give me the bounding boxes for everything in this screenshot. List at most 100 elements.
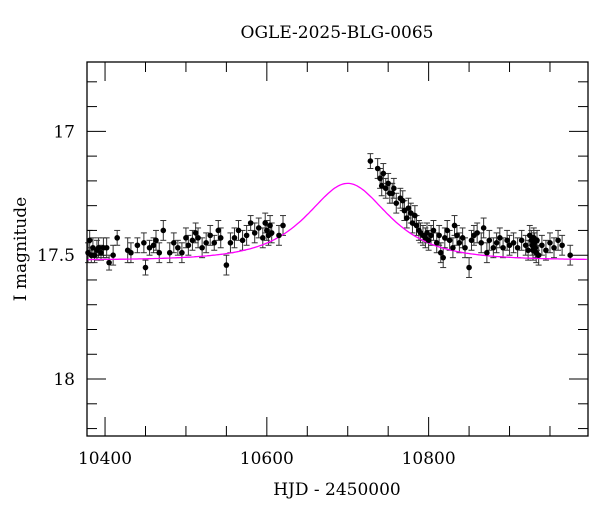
data-point (189, 237, 196, 244)
data-point (98, 249, 104, 256)
data-point (160, 227, 167, 234)
data-point (134, 242, 141, 249)
data-point (459, 235, 466, 241)
data-point (171, 240, 177, 246)
data-point (444, 227, 451, 234)
data-point (532, 244, 539, 251)
data-point (446, 237, 453, 244)
y-tick-labels: 17 17.5 18 (37, 122, 75, 390)
x-tick-label: 10800 (402, 449, 456, 469)
data-point (95, 244, 102, 251)
data-point (393, 200, 400, 206)
data-point (486, 237, 493, 244)
data-point (389, 190, 396, 197)
data-point (526, 232, 533, 239)
data-point (484, 249, 490, 256)
data-point (367, 158, 374, 164)
data-point (405, 205, 412, 211)
chart-title: OGLE-2025-BLG-0065 (241, 23, 434, 43)
y-axis-label: I magnitude (11, 197, 31, 301)
data-point (175, 244, 181, 251)
y-tick-label: 17 (53, 122, 75, 142)
data-point (141, 240, 147, 246)
data-point (408, 210, 414, 216)
data-point (380, 170, 387, 177)
data-point (142, 264, 149, 271)
data-point (268, 230, 275, 236)
data-point (223, 262, 230, 268)
data-point (525, 247, 531, 254)
data-point (215, 227, 222, 234)
data-point (267, 222, 273, 229)
data-point (185, 242, 192, 249)
data-point (382, 185, 389, 192)
data-point (217, 235, 224, 241)
data-point (480, 225, 487, 231)
x-tick-label: 10400 (78, 449, 132, 469)
data-point (474, 230, 480, 236)
data-point (413, 222, 420, 229)
data-point (192, 230, 199, 236)
data-point (227, 240, 234, 246)
data-point (490, 244, 497, 251)
data-point (251, 230, 258, 236)
data-point (539, 242, 545, 249)
data-point (551, 244, 557, 251)
data-point (543, 247, 549, 254)
data-point (403, 215, 410, 221)
data-point (153, 237, 159, 244)
data-point (259, 235, 266, 241)
data-point (374, 165, 381, 172)
data-point (280, 222, 286, 229)
data-point (497, 235, 503, 241)
data-point (437, 249, 444, 256)
data-points (85, 158, 574, 271)
data-point (211, 240, 218, 246)
data-point (231, 235, 238, 241)
data-point (239, 237, 246, 244)
data-point (377, 175, 383, 182)
data-point (493, 240, 500, 246)
data-point (462, 244, 468, 251)
data-point (454, 232, 460, 239)
data-point (110, 252, 116, 258)
data-point (199, 244, 205, 251)
data-point (450, 244, 456, 251)
data-point (156, 249, 163, 256)
data-point (430, 227, 437, 234)
data-point (150, 242, 157, 249)
data-point (555, 237, 561, 244)
model-curve (87, 182, 587, 261)
data-point (203, 240, 209, 246)
data-point (424, 230, 430, 236)
data-point (478, 240, 485, 246)
data-point (385, 180, 391, 187)
data-point (247, 220, 254, 226)
data-point (146, 244, 153, 251)
data-point (451, 222, 458, 229)
data-point (428, 232, 434, 239)
data-point (559, 242, 565, 249)
data-point (86, 237, 93, 244)
data-point (522, 242, 529, 249)
data-point (243, 232, 250, 239)
data-point (442, 235, 448, 241)
data-point (514, 244, 521, 251)
data-point (506, 242, 513, 249)
data-point (207, 232, 214, 239)
data-point (235, 227, 242, 234)
data-point (510, 240, 517, 246)
data-point (166, 249, 173, 256)
data-point (425, 237, 432, 244)
data-point (262, 220, 269, 226)
x-axis-label: HJD - 2450000 (273, 480, 401, 500)
data-point (183, 235, 189, 241)
data-point (440, 254, 446, 261)
data-point (466, 264, 472, 271)
data-point (264, 227, 270, 234)
y-tick-label: 17.5 (37, 246, 75, 266)
data-point (391, 185, 397, 192)
data-point (90, 244, 96, 251)
data-point (456, 240, 463, 246)
